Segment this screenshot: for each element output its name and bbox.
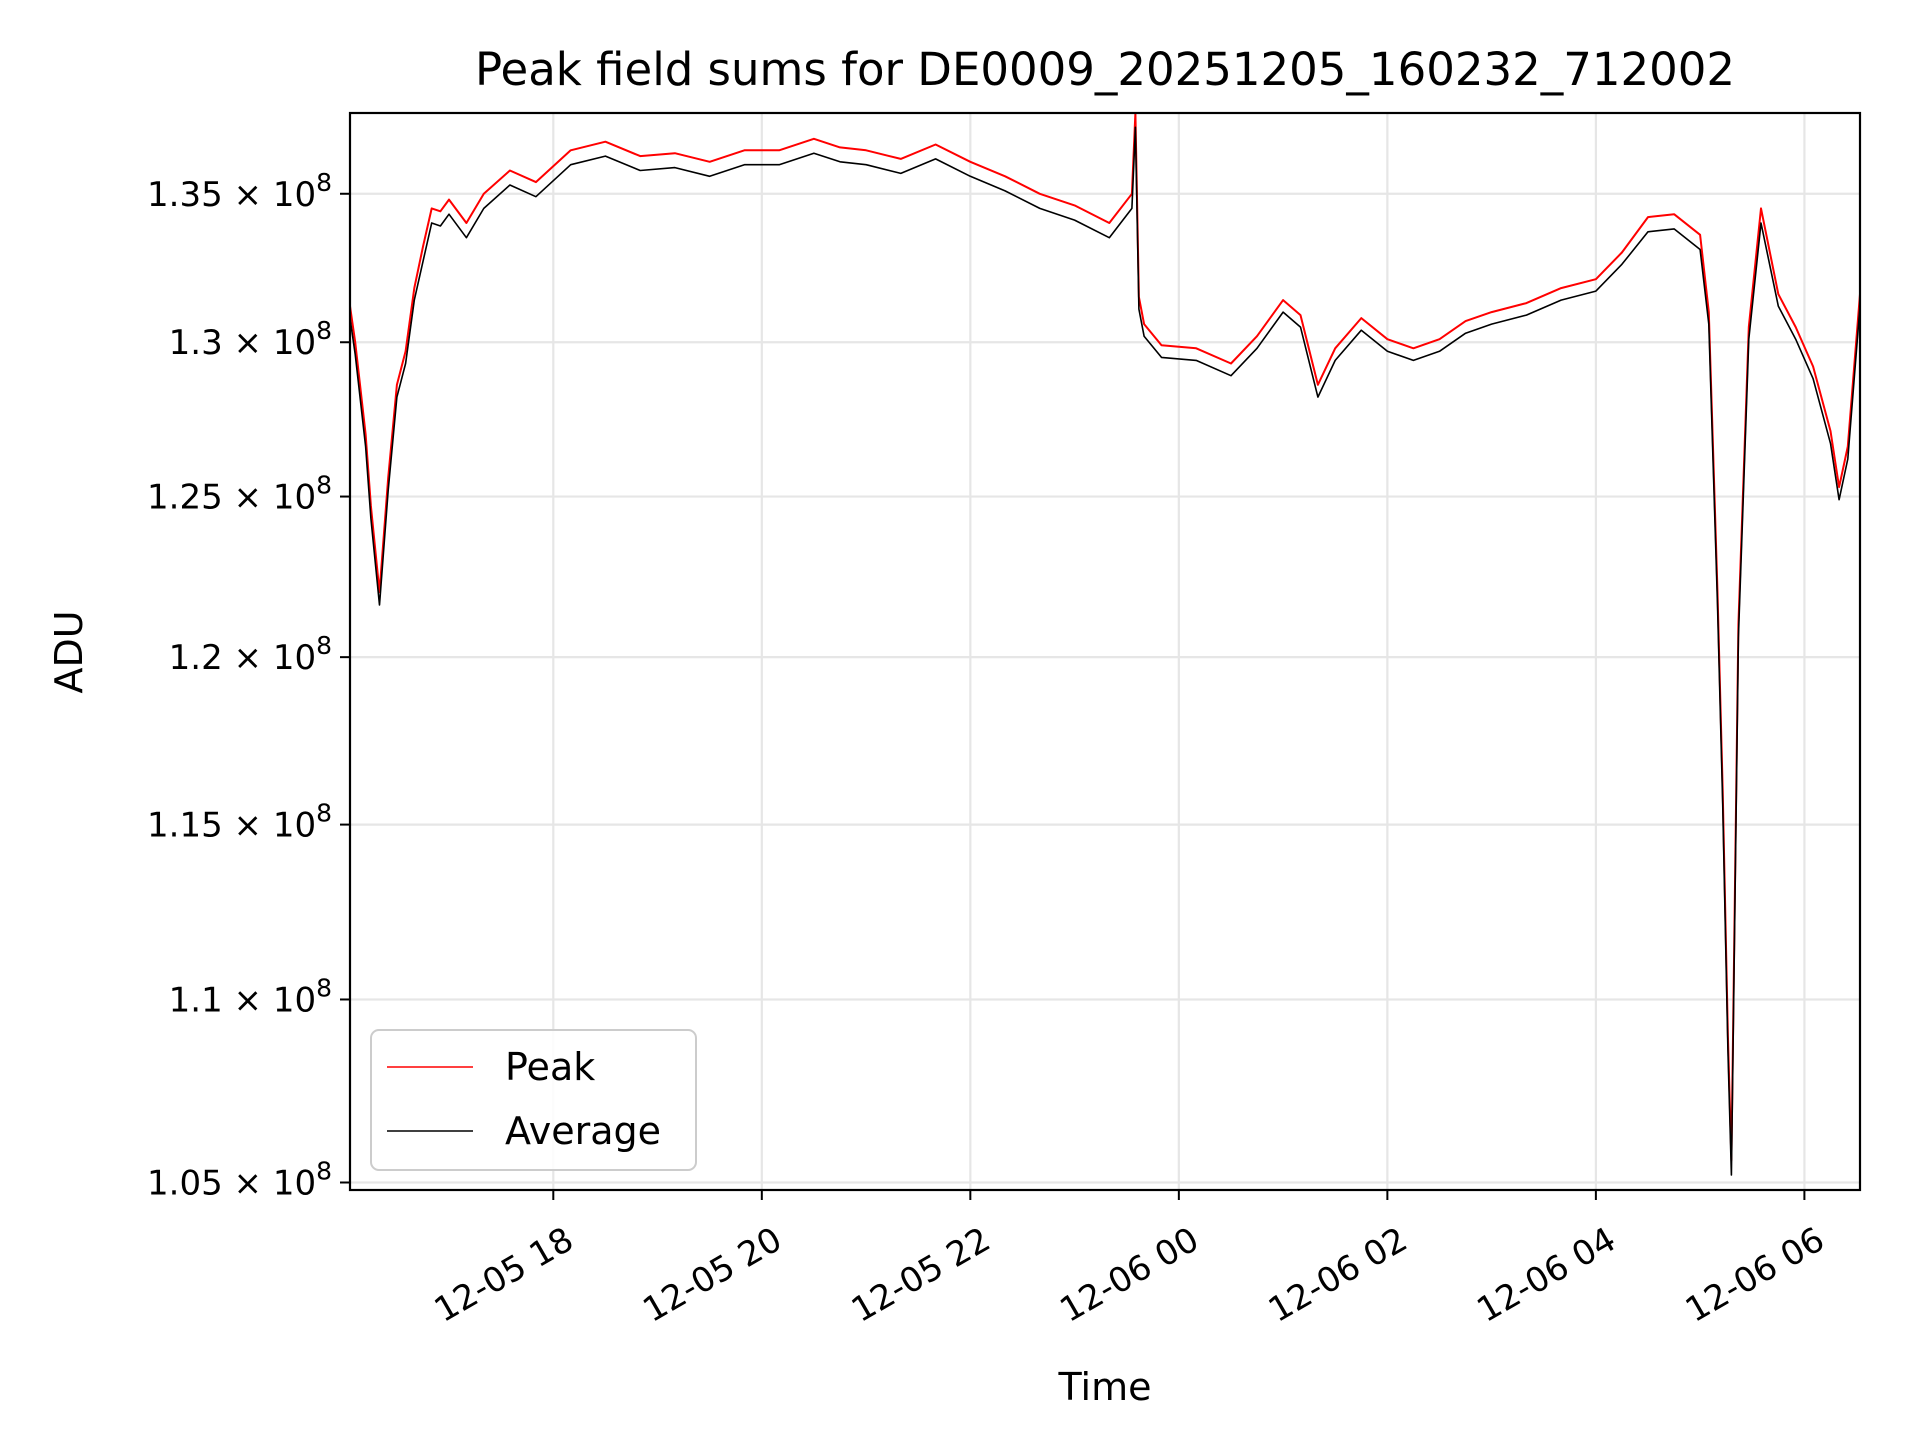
y-tick-label: 1.05 × 108: [147, 1156, 332, 1203]
y-tick-label: 1.1 × 108: [169, 973, 332, 1020]
legend-label-peak: Peak: [505, 1045, 595, 1089]
y-tick-label: 1.25 × 108: [147, 471, 332, 518]
plot-area: [350, 113, 1860, 1176]
legend: Peak Average: [370, 1029, 697, 1171]
legend-label-average: Average: [505, 1109, 661, 1153]
plot-frame: [348, 111, 1862, 1192]
y-tick-label: 1.35 × 108: [147, 168, 332, 215]
y-tick-label: 1.15 × 108: [147, 799, 332, 846]
y-axis-label: ADU: [47, 610, 91, 693]
series-group: [350, 113, 1860, 1176]
series-line-average: [350, 126, 1860, 1176]
y-tick-label: 1.3 × 108: [169, 316, 332, 363]
x-axis-label: Time: [1058, 1365, 1152, 1409]
y-axis: 1.05 × 108 1.1 × 108 1.15 × 108 1.2 × 108 1.…: [147, 168, 350, 1203]
chart-title: Peak field sums for DE0009_20251205_1602…: [475, 43, 1735, 96]
grid: [350, 113, 1860, 1190]
y-tick-label: 1.2 × 108: [169, 631, 332, 678]
legend-box: [370, 1029, 697, 1171]
